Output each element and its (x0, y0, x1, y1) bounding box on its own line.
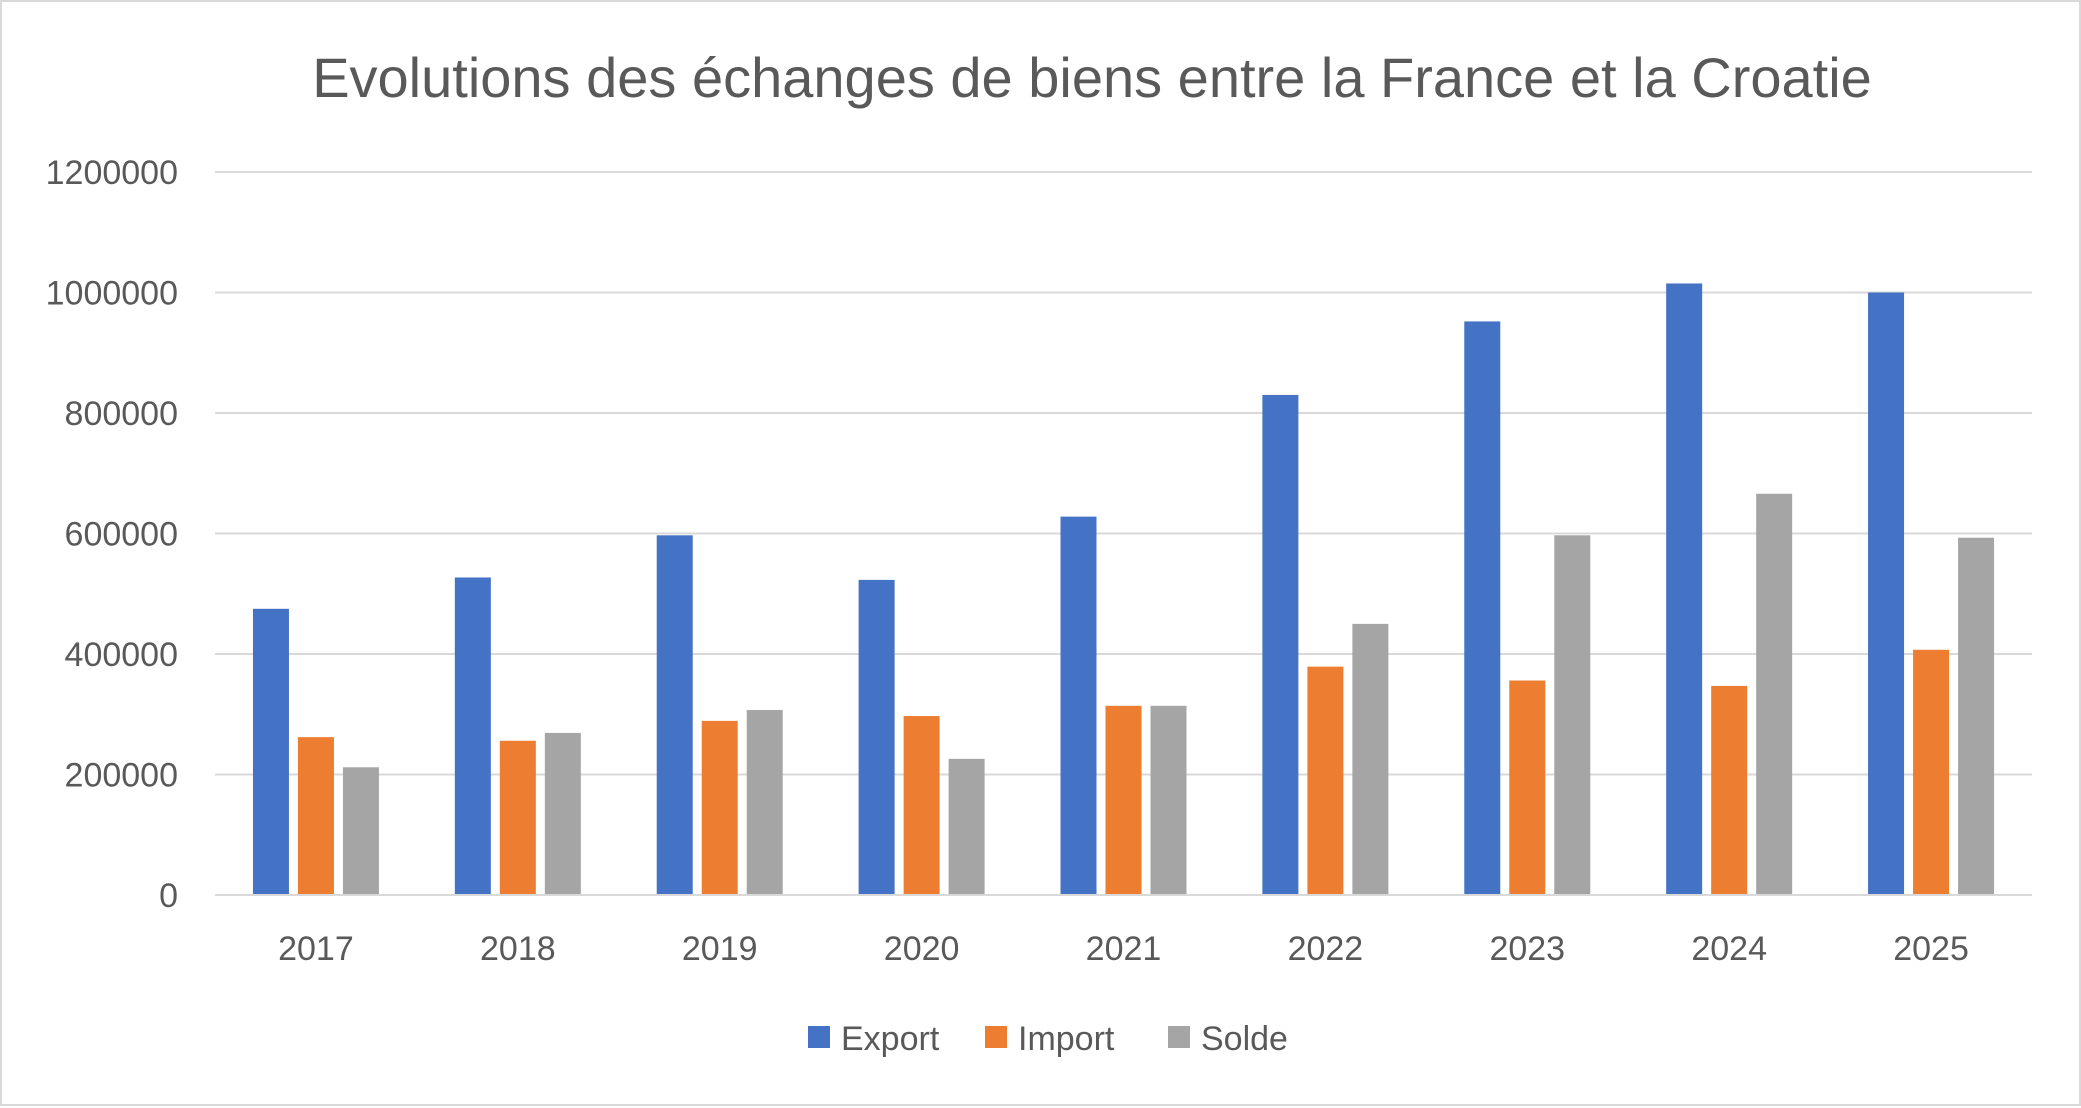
x-axis-ticks: 2017 2018 2019 2020 2021 2022 2023 2024 2025 (278, 930, 1969, 968)
bar-solde-2018 (544, 732, 581, 895)
legend-swatch-import (985, 1026, 1007, 1048)
x-tick-label: 2018 (480, 930, 556, 968)
y-tick-label: 800000 (65, 395, 178, 433)
bar-export-2019 (656, 535, 693, 895)
bar-export-2021 (1060, 516, 1097, 895)
bar-import-2018 (499, 740, 536, 895)
bar-solde-2020 (948, 758, 985, 895)
legend: Export Import Solde (808, 1020, 1288, 1058)
bar-import-2017 (297, 737, 334, 895)
bar-export-2022 (1262, 394, 1299, 895)
bar-solde-2023 (1554, 535, 1591, 895)
y-tick-label: 0 (159, 877, 178, 915)
bar-import-2023 (1509, 680, 1546, 895)
y-tick-label: 1200000 (46, 154, 178, 192)
y-tick-label: 400000 (65, 636, 178, 674)
bar-import-2024 (1711, 685, 1748, 895)
legend-label-solde: Solde (1201, 1020, 1288, 1058)
x-tick-label: 2022 (1288, 930, 1364, 968)
bar-export-2018 (454, 577, 491, 895)
bar-import-2020 (903, 716, 940, 895)
bar-import-2019 (701, 720, 738, 895)
x-tick-label: 2023 (1489, 930, 1565, 968)
bar-import-2025 (1913, 649, 1950, 895)
x-tick-label: 2024 (1691, 930, 1767, 968)
y-axis-ticks: 0 200000 400000 600000 800000 1000000 1200000 (46, 154, 178, 915)
bar-export-2020 (858, 579, 895, 895)
bar-export-2025 (1868, 292, 1905, 895)
legend-swatch-export (808, 1026, 830, 1048)
bar-solde-2019 (746, 710, 783, 895)
bar-solde-2022 (1352, 623, 1389, 895)
y-tick-label: 600000 (65, 516, 178, 554)
bar-export-2017 (252, 608, 289, 895)
x-tick-label: 2021 (1086, 930, 1162, 968)
bar-solde-2024 (1756, 493, 1793, 895)
bar-solde-2021 (1150, 705, 1187, 895)
bar-solde-2025 (1958, 537, 1995, 895)
y-tick-label: 1000000 (46, 275, 178, 313)
legend-label-export: Export (841, 1020, 940, 1058)
x-tick-label: 2017 (278, 930, 354, 968)
bars (215, 283, 2032, 896)
bar-solde-2017 (342, 767, 379, 895)
chart-title: Evolutions des échanges de biens entre l… (312, 46, 1872, 109)
x-tick-label: 2025 (1893, 930, 1969, 968)
bar-import-2021 (1105, 705, 1142, 895)
legend-label-import: Import (1018, 1020, 1115, 1058)
bar-import-2022 (1307, 666, 1344, 895)
x-tick-label: 2019 (682, 930, 758, 968)
bar-export-2023 (1464, 321, 1501, 895)
x-tick-label: 2020 (884, 930, 960, 968)
y-tick-label: 200000 (65, 757, 178, 795)
legend-swatch-solde (1168, 1026, 1190, 1048)
bar-export-2024 (1666, 283, 1703, 895)
